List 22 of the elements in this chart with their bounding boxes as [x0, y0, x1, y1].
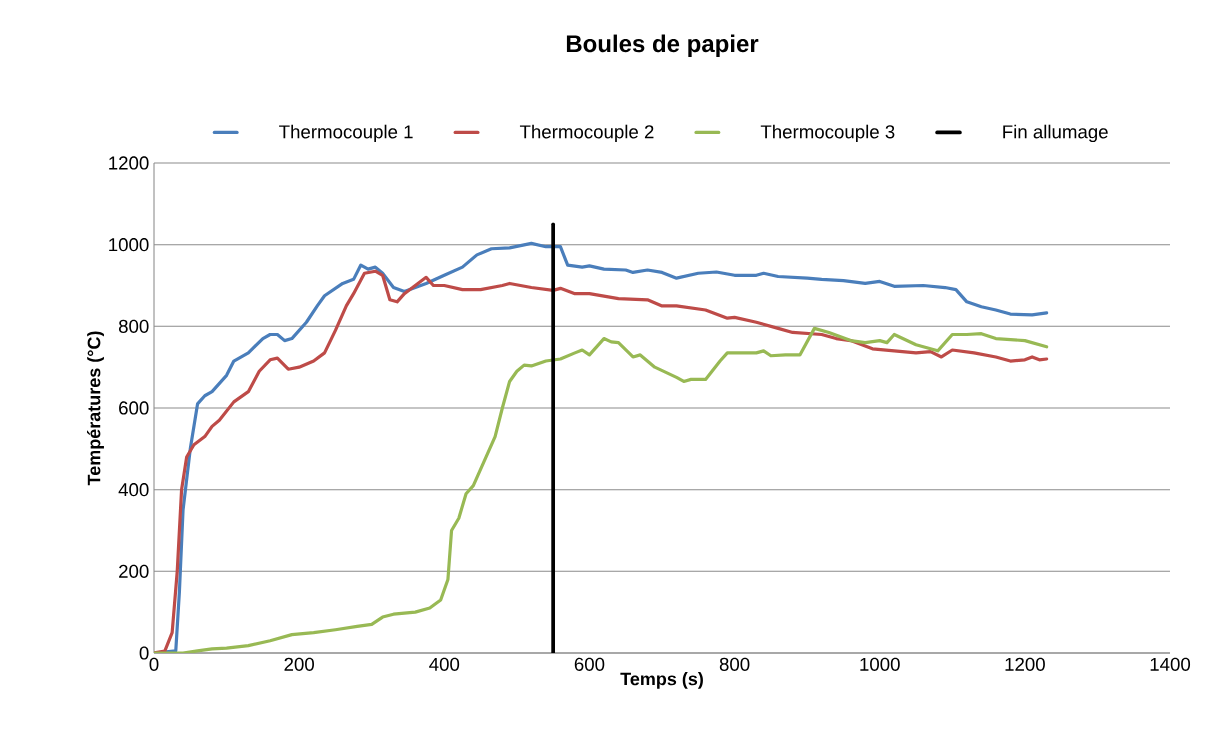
x-tick-label: 1200	[1005, 657, 1045, 671]
legend-label: Thermocouple 3	[760, 124, 895, 143]
legend-label: Fin allumage	[1003, 124, 1108, 143]
y-tick-label: 1000	[109, 238, 149, 252]
legend-label: Thermocouple 2	[519, 124, 654, 143]
x-tick-label: 1000	[860, 657, 900, 671]
y-tick-label: 200	[119, 564, 149, 578]
x-tick-label: 0	[149, 657, 159, 671]
legend-label: Thermocouple 1	[279, 124, 413, 143]
y-tick-label: 400	[118, 483, 149, 497]
x-tick-label: 600	[574, 657, 605, 671]
x-tick-label: 200	[284, 657, 314, 671]
y-tick-label: 800	[118, 319, 149, 333]
chart-title: Boules de papier	[566, 34, 759, 57]
y-tick-label: 1200	[109, 156, 149, 170]
x-tick-label: 800	[719, 657, 750, 671]
y-tick-label: 0	[139, 646, 149, 660]
x-axis-title: Temps (s)	[620, 672, 703, 689]
x-tick-label: 1400	[1150, 657, 1191, 671]
y-axis-title: Températures (°C)	[87, 331, 104, 486]
x-tick-label: 400	[429, 657, 460, 671]
y-tick-label: 600	[119, 401, 149, 415]
